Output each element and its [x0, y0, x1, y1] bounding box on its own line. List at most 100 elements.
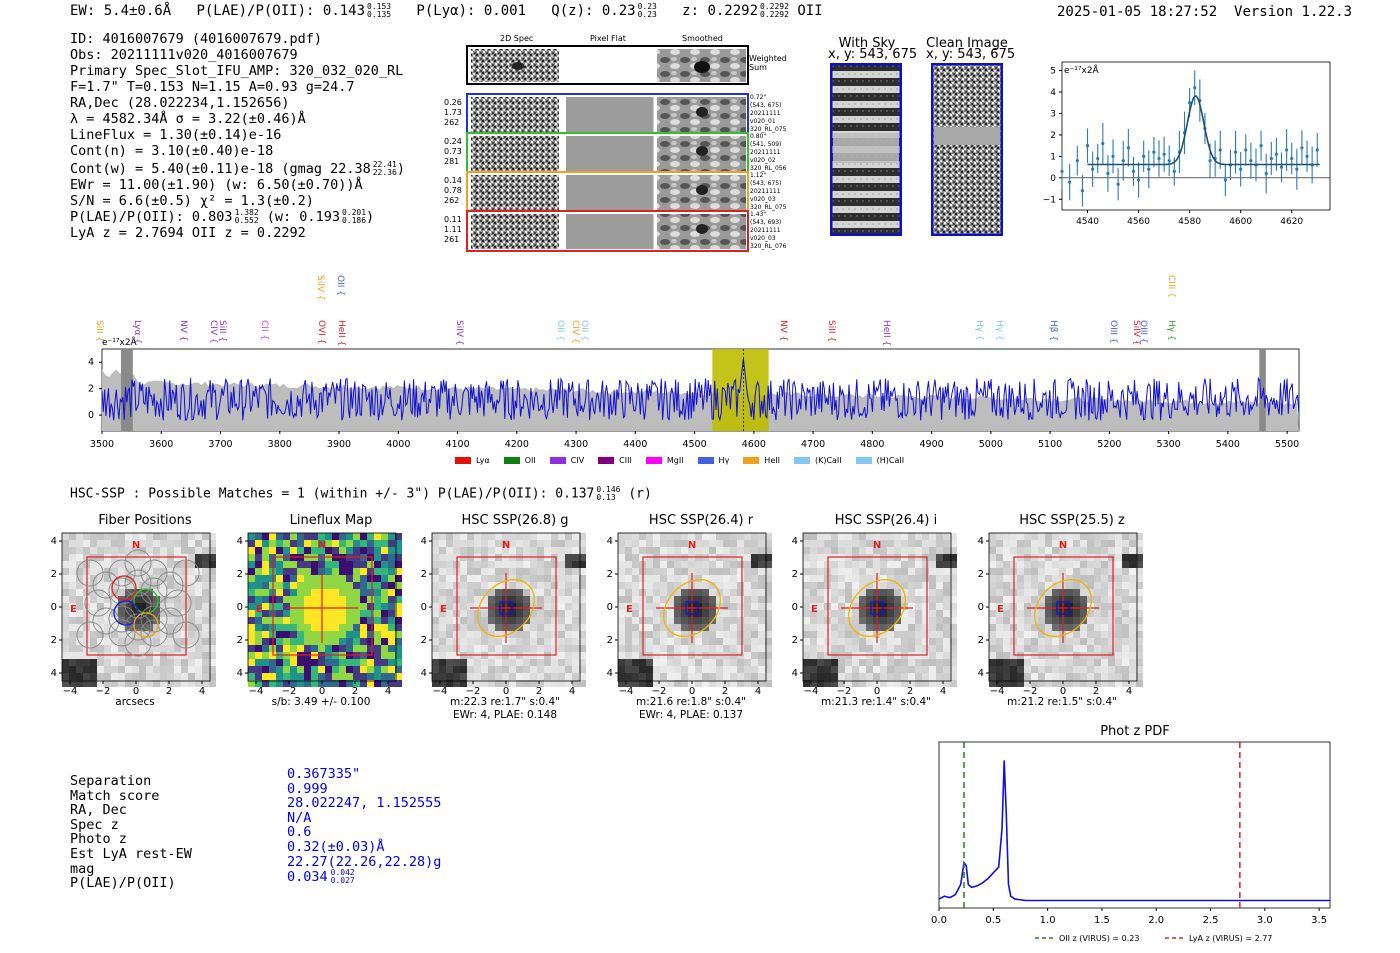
hsc-xtick: 4	[1126, 686, 1132, 695]
spec2d-row-info: 0.72"	[750, 94, 766, 101]
full-spectrum-xtick: 4800	[860, 439, 884, 450]
hsc-ytick: 0	[421, 602, 427, 613]
info-gmag-lo: 22.36	[372, 168, 397, 177]
line-fit-point	[1085, 144, 1090, 148]
hsc-panel-caption: m:21.2 re:1.5" s:0.4"	[967, 696, 1157, 709]
spec2d-row-2d	[471, 175, 559, 210]
spec2d-row-stat: 261	[444, 235, 459, 244]
emission-line-label: CII {	[259, 320, 269, 340]
fiber-circle	[172, 559, 200, 587]
full-spectrum-xtick: 4100	[445, 439, 469, 450]
hsc-north-label: N	[132, 540, 140, 551]
full-spectrum-ytick: 0	[88, 410, 94, 421]
emission-line-label: SiII {	[826, 320, 836, 342]
line-fit-point	[1068, 180, 1072, 184]
line-fit-point	[1157, 156, 1161, 161]
hsc-ytick: 0	[792, 602, 798, 613]
match-value: 28.022247, 1.152555	[287, 796, 441, 811]
hsc-ytick: 2	[421, 569, 427, 580]
spec2d-row-stat: 0.26	[444, 98, 462, 107]
legend-item: OII	[503, 456, 536, 465]
hsc-xtick: 2	[907, 686, 913, 695]
line-fit-point	[1080, 189, 1085, 193]
info-plae-w: (w: 0.193	[266, 209, 340, 225]
legend-item: CIII	[598, 456, 632, 465]
hsc-xtick: 4	[385, 686, 391, 695]
line-fit-point	[1096, 156, 1100, 161]
line-fit-point	[1162, 152, 1166, 156]
line-fit-ytick: 4	[1050, 88, 1056, 98]
match-value-text: 0.999	[287, 780, 328, 797]
line-fit-ytick: 1	[1050, 152, 1056, 162]
line-fit-frame	[1061, 61, 1331, 211]
hsc-aperture-box	[456, 556, 557, 656]
line-fit-point	[1131, 169, 1136, 173]
line-fit-ytick: −1	[1043, 195, 1056, 205]
spec2d-row-info: 320_RL_075	[750, 126, 787, 133]
fiber-circle	[140, 559, 168, 587]
legend-item: (K)CaII	[793, 456, 842, 465]
full-spectrum-xtick: 5100	[1038, 439, 1062, 450]
line-fit-point	[1239, 167, 1243, 171]
hsc-north-label: N	[873, 540, 881, 551]
fiber-circle	[140, 577, 168, 605]
col-label-2dspec: 2D Spec	[500, 34, 534, 43]
fiber-circle	[76, 559, 104, 587]
emission-line-label: CIV {	[208, 320, 218, 344]
hsc-panel-image: N E −4 −4 −2 −2 0 0 2 2 4 4	[606, 532, 772, 695]
full-spectrum-xtick: 5300	[1157, 439, 1181, 450]
info-sn: S/N = 6.6(±0.5) χ² = 1.3(±0.2)	[70, 193, 314, 209]
line-fit-point	[1167, 159, 1171, 163]
header-qz-lo: 0.23	[637, 10, 657, 19]
sky-title: With Sky x, y: 543, 675	[828, 37, 917, 61]
match-label: mag	[70, 860, 95, 877]
hsc-xtick: −4	[433, 686, 448, 695]
match-value-text: 0.6	[287, 824, 312, 841]
hsc-panel-caption: m:21.6 re:1.8" s:0.4" EWr: 4, PLAE: 0.137	[596, 696, 786, 722]
legend-label: HeII	[764, 456, 780, 465]
spec2d-row-info: v020_02	[750, 157, 776, 164]
hsc-panel-caption-2: EWr: 4, PLAE: 0.137	[638, 709, 744, 721]
hsc-xtick: 2	[536, 686, 542, 695]
info-ewr: EWr = 11.00(±1.90) (w: 6.50(±0.70))Å	[70, 177, 363, 193]
hsc-north-label: N	[1059, 540, 1067, 551]
spec2d-row-stat: 1.11	[444, 225, 462, 234]
legend-item: Lyα	[455, 456, 490, 465]
legend-swatch	[455, 457, 471, 464]
line-fit-point	[1218, 148, 1222, 152]
spec2d-row-stat: 1.73	[444, 108, 462, 117]
line-fit-ytick: 2	[1050, 131, 1056, 141]
info-id: ID: 4016007679 (4016007679.pdf)	[70, 31, 322, 47]
spec2d-row-2d	[471, 97, 559, 132]
full-spectrum-flux	[101, 358, 1300, 422]
line-fit-point	[1223, 178, 1227, 182]
full-spectrum-xtick: 3600	[149, 439, 173, 450]
line-fit-point	[1075, 159, 1079, 163]
hsc-ytick: 0	[607, 602, 613, 613]
hsc-east-label: E	[626, 604, 633, 615]
full-spectrum-xtick: 3900	[327, 439, 351, 450]
hsc-ellipse	[848, 579, 906, 637]
full-spectrum-chart: SiII {Lyα {NV {CIV {SiII {CII {SiIV {OVI…	[88, 275, 1300, 450]
hsc-ytick: −4	[791, 668, 798, 679]
emission-line-label: OII {	[579, 320, 589, 341]
hsc-panel-title: HSC SSP(26.4) r	[648, 513, 754, 528]
hsc-ytick: 0	[51, 602, 57, 613]
full-spectrum-xtick: 5200	[1097, 439, 1121, 450]
header-datetime: 2025-01-05 18:27:52	[1057, 4, 1218, 20]
hsc-xtick: 4	[199, 686, 205, 695]
spec2d-row-info: (541, 509)	[750, 141, 781, 148]
header-summary: EW: 5.4±0.6Å P(LAE)/P(OII): 0.143 0.153 0.…	[70, 3, 823, 20]
photz-xtick: 0.5	[985, 915, 1001, 926]
info-plae: P(LAE)/P(OII): 0.803	[70, 209, 233, 225]
emission-line-label: Hγ {	[1166, 320, 1176, 341]
emission-line-label: NV {	[178, 320, 188, 341]
hsc-panel-caption-1: m:21.6 re:1.8" s:0.4"	[636, 696, 746, 708]
hsc-panel-caption-1: m:21.2 re:1.5" s:0.4"	[1007, 696, 1117, 708]
info-radec: RA,Dec (28.022234,1.152656)	[70, 95, 290, 111]
line-fit-point	[1305, 154, 1309, 158]
legend-swatch	[743, 457, 760, 464]
match-label: RA, Dec	[70, 802, 127, 819]
line-fit-ytick: 5	[1050, 67, 1056, 77]
